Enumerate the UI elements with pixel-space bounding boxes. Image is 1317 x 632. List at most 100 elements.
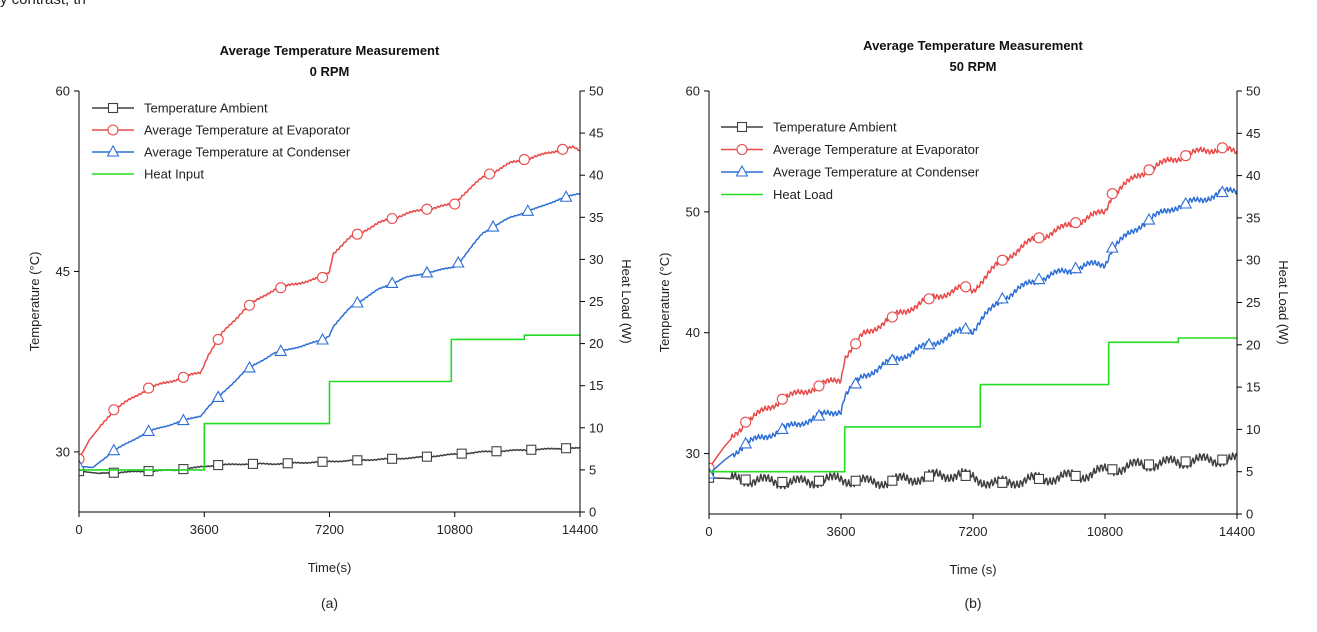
- series-marker: [243, 360, 256, 373]
- y2-tick-label: 10: [589, 420, 603, 435]
- y-axis-label: Temperature (°C): [27, 252, 42, 352]
- series-marker: [247, 458, 259, 469]
- legend-marker: [107, 102, 119, 114]
- series-marker: [960, 281, 972, 293]
- series-marker: [813, 475, 825, 486]
- series-marker: [274, 344, 288, 356]
- chart-panel-a: Average Temperature Measurement 0 RPM 0 360…: [27, 43, 634, 611]
- series-marker: [885, 353, 899, 366]
- series-marker: [1033, 232, 1045, 244]
- x-tick-label: 14400: [562, 522, 598, 537]
- chart-subtitle: 50 RPM: [950, 59, 997, 74]
- y-tick-label: 45: [56, 264, 70, 279]
- y2-tick-label: 0: [1246, 507, 1253, 522]
- series-marker: [1217, 454, 1228, 465]
- y2-axis-label: Heat Load (W): [1276, 260, 1291, 345]
- series-marker: [812, 408, 826, 421]
- series-marker: [1069, 261, 1083, 274]
- y2-tick-label: 45: [589, 126, 603, 141]
- series-marker: [142, 424, 156, 436]
- series-marker: [178, 464, 189, 475]
- series-line: [79, 145, 580, 460]
- series-marker: [777, 476, 788, 488]
- series-marker: [886, 311, 898, 323]
- y-axis-label: Temperature (°C): [657, 253, 672, 353]
- y2-tick-label: 15: [589, 378, 603, 393]
- x-tick-label: 14400: [1219, 524, 1255, 539]
- legend-marker: [736, 121, 748, 133]
- series-marker: [922, 337, 936, 350]
- series-marker: [1033, 473, 1045, 485]
- series-line: [79, 192, 580, 469]
- series-marker: [1070, 217, 1082, 229]
- top-text-fragment: y contrast, th: [0, 0, 86, 8]
- legend-marker: [735, 164, 749, 177]
- legend-entry: Average Temperature at Condenser: [144, 145, 351, 160]
- series-marker: [740, 416, 752, 428]
- series-marker: [420, 265, 434, 278]
- series-marker: [421, 451, 432, 462]
- series-marker: [143, 382, 155, 394]
- series-marker: [1142, 212, 1156, 225]
- series-marker: [108, 467, 119, 478]
- legend-entry: Average Temperature at Evaporator: [773, 142, 980, 157]
- x-tick-label: 7200: [959, 524, 988, 539]
- y2-tick-label: 10: [1246, 422, 1260, 437]
- series-line: [709, 452, 1237, 490]
- x-tick-label: 10800: [437, 522, 473, 537]
- legend-entry: Temperature Ambient: [144, 101, 268, 116]
- panel-label: (b): [964, 595, 981, 611]
- series-marker: [995, 291, 1009, 304]
- legend-entry: Heat Load: [773, 187, 833, 202]
- series-marker: [850, 475, 861, 486]
- series-marker: [352, 455, 363, 466]
- series-marker: [1143, 164, 1155, 176]
- series-marker: [521, 204, 535, 216]
- series-marker: [518, 154, 530, 166]
- chart-panel-b: Average Temperature Measurement 50 RPM 0 36…: [657, 38, 1291, 611]
- legend-marker: [736, 143, 748, 156]
- legend-entry: Average Temperature at Evaporator: [144, 123, 351, 138]
- series-marker: [1106, 188, 1118, 200]
- legend-entry: Temperature Ambient: [773, 120, 897, 135]
- panel-label: (a): [321, 595, 338, 611]
- series-marker: [176, 413, 190, 426]
- x-axis-label: Time(s): [308, 560, 352, 575]
- y2-tick-label: 20: [1246, 337, 1260, 352]
- series-marker: [177, 371, 189, 383]
- y2-tick-label: 5: [589, 462, 596, 477]
- series-marker: [143, 466, 154, 477]
- series-marker: [1032, 272, 1046, 285]
- series-marker: [709, 466, 716, 479]
- y-tick-label: 60: [686, 84, 700, 99]
- y2-tick-label: 25: [1246, 295, 1260, 310]
- legend: Temperature Ambient Average Temperature a…: [721, 120, 980, 202]
- series-marker: [449, 198, 461, 210]
- series-marker: [1215, 185, 1229, 198]
- series-marker: [213, 460, 224, 471]
- series-marker: [316, 332, 329, 345]
- series-marker: [456, 448, 467, 459]
- series-marker: [212, 333, 224, 345]
- x-tick-label: 0: [705, 524, 712, 539]
- y2-tick-label: 35: [589, 210, 603, 225]
- legend: Temperature Ambient Average Temperature a…: [92, 101, 351, 182]
- series-marker: [79, 466, 85, 477]
- series-marker: [211, 390, 225, 402]
- series-marker: [775, 422, 789, 434]
- series-marker: [243, 299, 256, 311]
- series-marker: [316, 271, 329, 283]
- legend-entry: Heat Input: [144, 167, 204, 182]
- y-tick-label: 50: [686, 204, 700, 219]
- series-marker: [421, 203, 433, 215]
- series-marker: [813, 380, 825, 392]
- series-marker: [282, 458, 293, 469]
- series-marker: [997, 477, 1008, 488]
- series-line: [709, 337, 1237, 473]
- x-tick-label: 3600: [827, 524, 856, 539]
- series-marker: [559, 190, 573, 202]
- series-marker: [385, 276, 399, 289]
- y2-axis-label: Heat Load (W): [619, 259, 634, 344]
- series-marker: [387, 453, 398, 464]
